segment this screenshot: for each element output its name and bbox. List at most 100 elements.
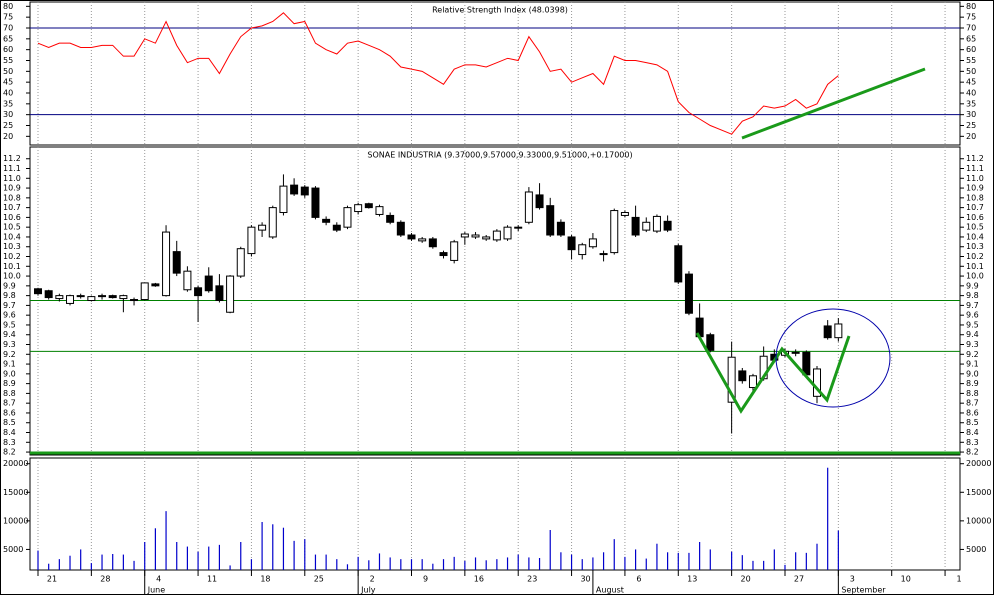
candle-body <box>247 226 256 255</box>
candle-body <box>492 230 501 241</box>
y-tick-label: 10.3 <box>3 242 21 251</box>
candle-body <box>439 252 448 257</box>
candle-body <box>610 210 619 254</box>
y-tick-label: 8.8 <box>3 389 16 398</box>
candle-body <box>87 296 96 302</box>
x-tick-label: 25 <box>314 575 324 584</box>
x-tick-label: 27 <box>794 575 804 584</box>
y-tick-label-right: 70 <box>966 24 976 33</box>
y-tick-label-right: 9.2 <box>966 350 979 359</box>
x-tick-label: 13 <box>687 575 697 584</box>
panel-title: Relative Strength Index (48.0398) <box>432 6 568 15</box>
y-tick-label-right: 8.7 <box>966 399 979 408</box>
candle-body <box>727 356 736 403</box>
candle-body <box>460 233 469 238</box>
candle-body <box>183 270 192 291</box>
candle-body <box>258 224 267 231</box>
candle-body <box>279 185 288 214</box>
y-tick-label-right: 8.8 <box>966 389 979 398</box>
candle-body <box>162 231 171 297</box>
y-tick-label: 10.4 <box>3 232 21 241</box>
candle-body <box>140 282 149 301</box>
candle-body <box>236 248 245 277</box>
candle-body <box>738 370 747 382</box>
y-tick-label-right: 50 <box>966 67 976 76</box>
x-tick-label: 6 <box>636 575 641 584</box>
y-tick-label: 9.8 <box>3 291 16 300</box>
y-tick-label-right: 10.8 <box>966 193 984 202</box>
y-tick-label: 9.6 <box>3 311 16 320</box>
y-tick-label: 10.5 <box>3 223 21 232</box>
y-tick-label-right: 9.3 <box>966 340 979 349</box>
y-tick-label: 9.7 <box>3 301 16 310</box>
y-tick-label-right: 55 <box>966 56 976 65</box>
x-tick-label: 1 <box>957 575 962 584</box>
month-label: July <box>360 586 376 595</box>
plot-layer: Relative Strength Index (48.0398) 20 20 25 2… <box>3 1 991 595</box>
y-tick-label: 20000 <box>3 459 28 468</box>
x-tick-label: 4 <box>156 575 161 584</box>
candle-body <box>76 295 85 298</box>
y-tick-label-right: 30 <box>966 110 976 119</box>
candle-body <box>375 206 384 215</box>
x-tick-label: 20 <box>741 575 751 584</box>
y-tick-label: 9.1 <box>3 360 16 369</box>
candle-body <box>55 295 64 300</box>
candle-body <box>194 287 203 297</box>
y-tick-label-right: 8.3 <box>966 438 979 447</box>
pattern-line <box>695 332 851 414</box>
y-tick-label: 8.9 <box>3 379 16 388</box>
y-tick-label-right: 9.9 <box>966 281 979 290</box>
candle-body <box>567 236 576 251</box>
candle-body <box>108 295 117 299</box>
candle-body <box>748 375 757 389</box>
candle-body <box>311 187 320 218</box>
y-tick-label: 8.4 <box>3 428 16 437</box>
candle-body <box>642 221 651 231</box>
x-tick-label: 18 <box>260 575 270 584</box>
candle-body <box>130 299 139 302</box>
y-tick-label-right: 8.2 <box>966 448 979 457</box>
x-tick-label: 30 <box>580 575 590 584</box>
y-tick-label: 8.3 <box>3 438 16 447</box>
y-tick-label: 9.3 <box>3 340 16 349</box>
candle-body <box>407 234 416 240</box>
candle-body <box>172 251 181 274</box>
highlight-ellipse <box>775 308 891 408</box>
x-tick-label: 3 <box>850 575 855 584</box>
y-tick-label-right: 75 <box>966 13 976 22</box>
month-label: August <box>596 586 624 595</box>
candle-body <box>823 325 832 339</box>
candle-body <box>450 241 459 261</box>
candle-body <box>599 253 608 256</box>
y-tick-label-right: 11.2 <box>966 154 984 163</box>
y-tick-label: 10.7 <box>3 203 21 212</box>
candle-body <box>578 244 587 256</box>
candle-body <box>482 236 491 240</box>
y-tick-label: 80 <box>3 2 13 11</box>
candle-body <box>151 283 160 287</box>
y-tick-label-right: 10.4 <box>966 232 984 241</box>
candle-body <box>66 295 75 304</box>
candle-body <box>556 221 565 236</box>
y-tick-label-right: 10.9 <box>966 184 984 193</box>
x-tick-label: 16 <box>474 575 484 584</box>
candle-body <box>503 226 512 240</box>
y-tick-label-right: 9.1 <box>966 360 979 369</box>
y-tick-label-right: 8.4 <box>966 428 979 437</box>
y-tick-label-right: 20 <box>966 132 976 141</box>
candle-body <box>268 207 277 238</box>
x-tick-label: 9 <box>423 575 428 584</box>
y-tick-label: 25 <box>3 121 13 130</box>
y-tick-label-right: 35 <box>966 99 976 108</box>
y-tick-label: 10.1 <box>3 262 21 271</box>
y-tick-label: 15000 <box>3 488 28 497</box>
y-tick-label-right: 25 <box>966 121 976 130</box>
y-tick-label-right: 45 <box>966 78 976 87</box>
y-tick-label: 9.4 <box>3 330 16 339</box>
y-tick-label-right: 9.0 <box>966 369 979 378</box>
y-tick-label: 45 <box>3 78 13 87</box>
y-tick-label: 8.6 <box>3 408 16 417</box>
